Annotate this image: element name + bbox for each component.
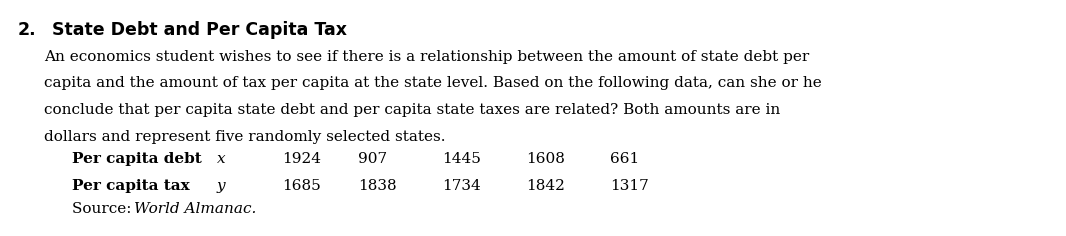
Text: World Almanac.: World Almanac. [134, 202, 257, 216]
Text: 907: 907 [358, 152, 387, 166]
Text: 661: 661 [610, 152, 640, 166]
Text: dollars and represent five randomly selected states.: dollars and represent five randomly sele… [44, 130, 446, 143]
Text: 1838: 1838 [358, 178, 397, 193]
Text: 1445: 1445 [442, 152, 481, 166]
Text: 1734: 1734 [442, 178, 481, 193]
Text: x: x [217, 152, 226, 166]
Text: Per capita debt: Per capita debt [72, 152, 201, 166]
Text: 1317: 1317 [610, 178, 649, 193]
Text: Per capita tax: Per capita tax [72, 178, 190, 193]
Text: Source:: Source: [72, 202, 136, 216]
Text: 1924: 1924 [282, 152, 321, 166]
Text: capita and the amount of tax per capita at the state level. Based on the followi: capita and the amount of tax per capita … [44, 76, 822, 90]
Text: y: y [217, 178, 226, 193]
Text: 1608: 1608 [526, 152, 565, 166]
Text: 2.: 2. [18, 21, 36, 39]
Text: conclude that per capita state debt and per capita state taxes are related? Both: conclude that per capita state debt and … [44, 103, 780, 117]
Text: 1685: 1685 [282, 178, 321, 193]
Text: State Debt and Per Capita Tax: State Debt and Per Capita Tax [52, 21, 348, 39]
Text: 1842: 1842 [526, 178, 565, 193]
Text: An economics student wishes to see if there is a relationship between the amount: An economics student wishes to see if th… [44, 50, 809, 64]
